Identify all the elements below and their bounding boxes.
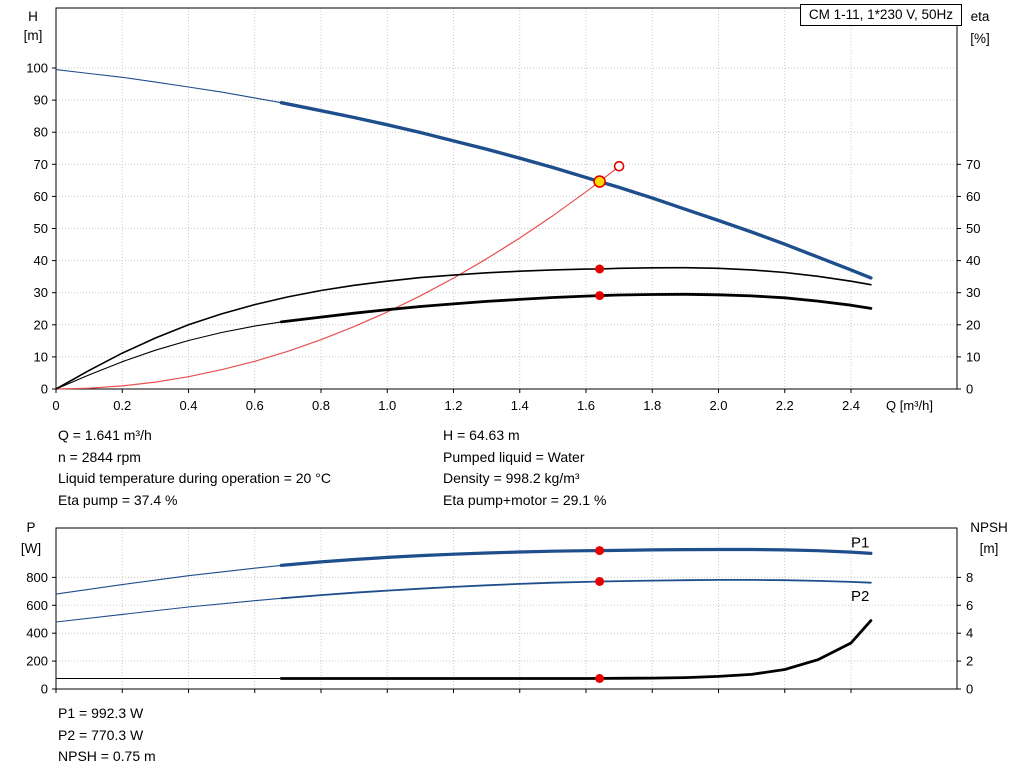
x-tick-label: 0: [52, 398, 59, 413]
left-tick-label: 10: [34, 349, 48, 364]
info-line-h: H = 64.63 m: [443, 427, 520, 443]
x-tick-label: 2.2: [776, 398, 794, 413]
left-axis-unit: [m]: [24, 28, 43, 43]
right-axis-label: eta: [971, 9, 990, 24]
npsh-marker: [595, 674, 605, 683]
series-eta-pump-motor-curve-thin: [55, 321, 282, 390]
series-eta-pump-curve: [55, 266, 872, 390]
power-info: P1 = 992.3 W P2 = 770.3 W NPSH = 0.75 m: [58, 703, 156, 768]
series-hq-curve-thin: [55, 69, 282, 104]
x-tick-label: 1.0: [378, 398, 396, 413]
right-tick-label: 0: [966, 682, 973, 697]
series-hq-curve: [279, 101, 873, 280]
left-tick-label: 40: [34, 253, 48, 268]
eta-pump-marker: [595, 264, 605, 274]
series-system-curve: [55, 165, 620, 390]
plot-frame: [55, 527, 958, 690]
series-p2-curve-thin: [55, 597, 282, 623]
curve-label-P2: P2: [851, 588, 869, 605]
right-tick-label: 4: [966, 626, 973, 641]
eta-pump-motor-marker: [595, 291, 605, 301]
info-line-p1: P1 = 992.3 W: [58, 705, 144, 721]
info-line-temperature: Liquid temperature during operation = 20…: [58, 470, 331, 487]
left-tick-label: 400: [26, 626, 48, 641]
series-eta-pump-motor-curve: [279, 292, 873, 324]
series-p1-curve-thin: [55, 564, 282, 595]
left-tick-label: 80: [34, 125, 48, 140]
left-tick-label: 30: [34, 285, 48, 300]
left-tick-label: 20: [34, 317, 48, 332]
left-axis-unit: [W]: [21, 541, 41, 556]
x-tick-label: 1.2: [444, 398, 462, 413]
left-tick-label: 0: [41, 382, 48, 397]
right-axis-label: NPSH: [970, 520, 1008, 535]
info-line-q: Q = 1.641 m³/h: [58, 427, 152, 443]
right-tick-label: 10: [966, 349, 980, 364]
x-tick-label: 1.8: [643, 398, 661, 413]
duty-point-marker: [593, 175, 606, 188]
info-line-p2: P2 = 770.3 W: [58, 726, 144, 743]
x-tick-label: 0.6: [246, 398, 264, 413]
series-p1-curve: [279, 547, 873, 567]
duty-info-right: H = 64.63 m Pumped liquid = Water Densit…: [443, 425, 606, 511]
left-tick-label: 50: [34, 221, 48, 236]
right-tick-label: 30: [966, 285, 980, 300]
x-tick-label: 0.4: [179, 398, 197, 413]
x-tick-label: 2.4: [842, 398, 860, 413]
left-axis-label: P: [26, 520, 35, 535]
p2-marker: [595, 577, 605, 586]
right-tick-label: 70: [966, 157, 980, 172]
right-tick-label: 50: [966, 221, 980, 236]
right-tick-label: 6: [966, 598, 973, 613]
p1-marker: [595, 546, 605, 556]
x-tick-label: 2.0: [709, 398, 727, 413]
left-axis-label: H: [28, 9, 38, 24]
right-tick-label: 8: [966, 570, 973, 585]
right-tick-label: 20: [966, 317, 980, 332]
plot-frame: [55, 7, 958, 390]
right-axis-unit: [m]: [980, 541, 999, 556]
info-line-liquid: Pumped liquid = Water: [443, 448, 585, 465]
info-line-density: Density = 998.2 kg/m³: [443, 470, 580, 487]
left-tick-label: 0: [41, 682, 48, 697]
duty-info-left: Q = 1.641 m³/h n = 2844 rpm Liquid tempe…: [58, 425, 331, 511]
requested-duty-marker: [613, 160, 625, 172]
right-tick-label: 0: [966, 382, 973, 397]
series-npsh-curve: [279, 619, 873, 680]
left-tick-label: 70: [34, 157, 48, 172]
x-tick-label: 0.2: [113, 398, 131, 413]
series-p2-curve: [280, 579, 872, 600]
left-tick-label: 200: [26, 654, 48, 669]
left-tick-label: 600: [26, 598, 48, 613]
x-tick-label: 1.6: [577, 398, 595, 413]
info-line-n: n = 2844 rpm: [58, 448, 141, 465]
power-npsh-chart[interactable]: 0 200 400 600 800 0 2 4 6 8 P [W] NPSH [m] P1 P2: [21, 520, 1008, 697]
x-tick-label: 1.4: [511, 398, 529, 413]
hq-eta-chart[interactable]: 0 10 20 30 40 50 60 70 80 90 100 0 10 20 30 40 50 60 70 0 0.…: [24, 7, 990, 413]
right-tick-label: 60: [966, 189, 980, 204]
curve-label-P1: P1: [851, 534, 869, 551]
info-line-npsh: NPSH = 0.75 m: [58, 748, 156, 765]
right-tick-label: 2: [966, 654, 973, 669]
info-line-eta-pump-motor: Eta pump+motor = 29.1 %: [443, 491, 607, 508]
left-tick-label: 90: [34, 93, 48, 108]
info-line-eta-pump: Eta pump = 37.4 %: [58, 491, 178, 508]
right-tick-label: 40: [966, 253, 980, 268]
x-tick-label: 0.8: [312, 398, 330, 413]
left-tick-label: 800: [26, 570, 48, 585]
left-tick-label: 100: [26, 61, 48, 76]
pump-title-box: CM 1-11, 1*230 V, 50Hz: [799, 4, 962, 26]
right-axis-unit: [%]: [970, 31, 990, 46]
x-axis-label: Q [m³/h]: [886, 398, 933, 413]
left-tick-label: 60: [34, 189, 48, 204]
